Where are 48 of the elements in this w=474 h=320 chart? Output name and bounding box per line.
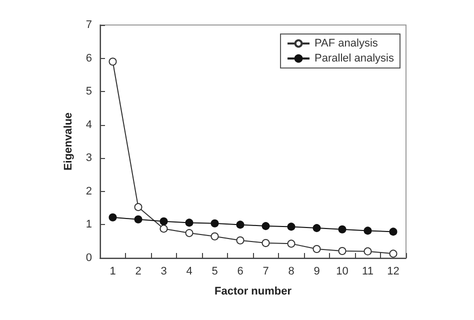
point	[389, 228, 398, 236]
point	[185, 218, 194, 227]
point	[338, 247, 346, 256]
y-axis-title: Eigenvalue	[62, 112, 74, 171]
point	[312, 245, 321, 254]
x-tick-label: 5	[212, 266, 218, 278]
point	[236, 220, 244, 229]
point	[108, 58, 117, 66]
point	[160, 217, 168, 226]
x-tick-label: 11	[362, 266, 374, 278]
point	[160, 224, 168, 233]
point	[364, 226, 372, 235]
point	[287, 222, 296, 231]
y-tick-label: 6	[86, 52, 92, 64]
x-tick-label: 2	[135, 266, 142, 278]
x-tick-label: 1	[110, 266, 116, 278]
x-tick-label: 8	[288, 266, 294, 278]
y-tick-label: 1	[86, 218, 92, 231]
x-tick-label: 7	[262, 266, 269, 278]
x-axis-title: Factor number	[214, 286, 292, 298]
legend-label: Parallel analysis	[314, 52, 394, 64]
point	[108, 213, 117, 222]
point	[338, 225, 346, 234]
x-tick-label: 9	[314, 266, 320, 278]
x-tick-label: 12	[387, 266, 400, 278]
x-tick-label: 4	[186, 266, 192, 278]
point	[134, 215, 142, 224]
point	[364, 247, 372, 256]
x-tick-label: 10	[336, 266, 348, 278]
y-tick-label: 7	[86, 19, 92, 31]
y-tick-label: 5	[86, 86, 92, 98]
point	[236, 236, 244, 244]
point	[312, 224, 321, 232]
point	[210, 219, 219, 228]
point	[134, 203, 142, 212]
y-tick-label: 4	[86, 118, 92, 131]
point	[287, 240, 296, 248]
y-tick-label: 3	[86, 152, 92, 164]
x-tick-label: 6	[237, 266, 244, 278]
point	[185, 229, 194, 238]
legend-label: PAF analysis	[314, 38, 378, 50]
point	[210, 232, 219, 240]
y-tick-label: 0	[86, 252, 92, 264]
point	[262, 239, 270, 248]
point	[262, 222, 270, 230]
y-tick-label: 2	[86, 185, 92, 198]
x-tick-label: 3	[160, 266, 167, 278]
point	[389, 250, 398, 258]
